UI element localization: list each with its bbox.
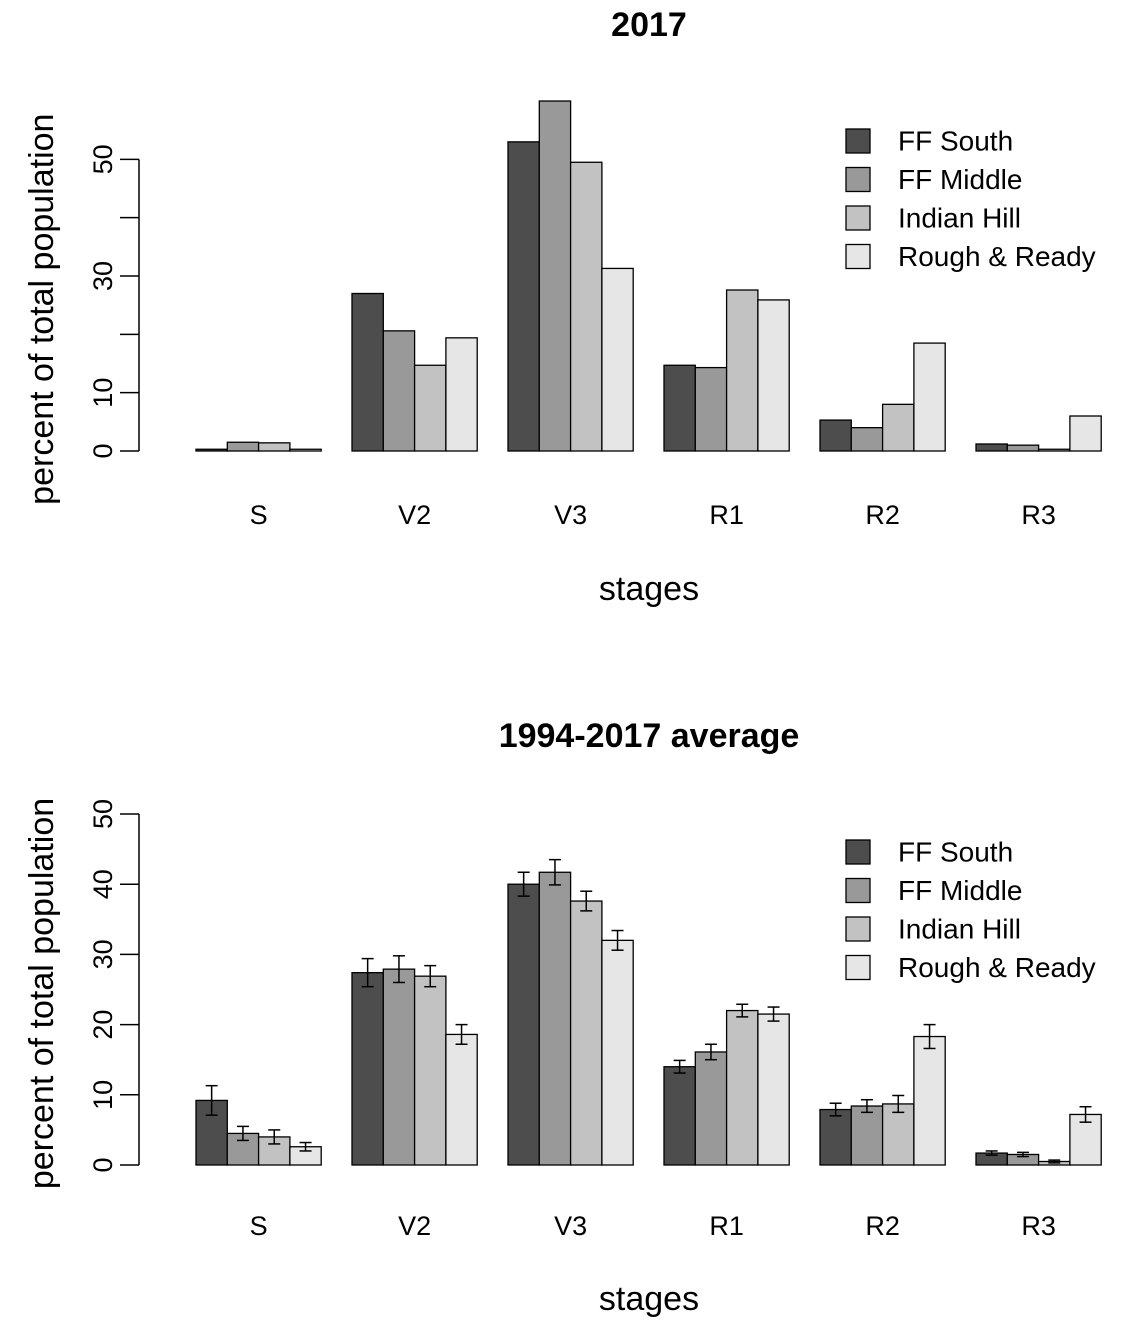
x-category-label: R1 <box>709 1211 744 1241</box>
x-axis-label: stages <box>599 1280 699 1318</box>
bar-v2-ff-middle <box>382 968 416 1166</box>
bar-s-indian-hill <box>257 442 291 452</box>
bar-v2-indian-hill <box>413 364 447 452</box>
legend-swatch <box>845 954 871 981</box>
bar-r2-ff-south <box>819 419 852 452</box>
bar-v2-rough-ready <box>445 337 478 452</box>
y-tick-label: 40 <box>88 869 118 899</box>
legend-label: FF Middle <box>898 164 1022 195</box>
bar-s-ff-south <box>195 1099 228 1166</box>
x-category-label: S <box>250 1211 268 1241</box>
y-tick-label: 30 <box>88 261 118 291</box>
bar-r2-ff-middle <box>850 1105 884 1166</box>
bar-v3-rough-ready <box>601 939 634 1166</box>
y-tick-label: 50 <box>88 144 118 174</box>
bar-v3-ff-south <box>507 141 540 452</box>
y-tick-label: 10 <box>88 1080 118 1110</box>
legend-label: FF South <box>898 837 1013 868</box>
bar-v3-ff-middle <box>538 871 572 1166</box>
x-category-label: S <box>250 500 268 530</box>
x-category-label: V2 <box>398 500 431 530</box>
legend-label: Indian Hill <box>898 914 1021 945</box>
bar-r2-rough-ready <box>913 342 946 452</box>
legend-swatch <box>845 166 871 193</box>
x-category-label: R3 <box>1021 1211 1056 1241</box>
y-tick-label: 30 <box>88 939 118 969</box>
chart-title: 2017 <box>611 6 687 44</box>
y-tick-label: 10 <box>88 378 118 408</box>
bar-r2-rough-ready <box>913 1035 946 1166</box>
bar-s-ff-south <box>195 448 228 452</box>
bar-v3-indian-hill <box>569 900 603 1166</box>
legend-label: Rough & Ready <box>898 952 1096 983</box>
legend-swatch <box>845 916 871 942</box>
bar-v3-indian-hill <box>569 161 603 452</box>
panel-2017: 2017 0 10 30 50 percent of total population S V… <box>23 6 1102 608</box>
panel-1994-2017-average: 1994-2017 average 0 10 20 30 40 50 percent of t… <box>23 717 1102 1318</box>
bar-r1-rough-ready <box>757 1013 790 1166</box>
y-axis-label: percent of total population <box>23 798 61 1189</box>
y-tick-label: 0 <box>88 443 118 458</box>
legend-swatch <box>845 877 871 904</box>
bar-r3-ff-middle <box>1006 444 1040 452</box>
y-tick-label: 20 <box>88 1010 118 1040</box>
x-category-label: R2 <box>865 1211 900 1241</box>
legend-label: Rough & Ready <box>898 241 1096 272</box>
x-category-label: V2 <box>398 1211 431 1241</box>
legend-swatch <box>845 839 871 865</box>
bar-r1-ff-south <box>663 364 696 452</box>
legend-label: FF Middle <box>898 875 1022 906</box>
x-axis-label: stages <box>599 570 699 608</box>
x-category-label: R2 <box>865 500 900 530</box>
x-category-label: R1 <box>709 500 744 530</box>
legend-swatch <box>845 128 871 154</box>
bar-r3-ff-south <box>975 443 1008 452</box>
bar-v2-indian-hill <box>413 975 447 1166</box>
y-axis-label: percent of total population <box>23 114 61 505</box>
bar-r1-ff-middle <box>694 1051 728 1166</box>
bar-v3-ff-south <box>507 883 540 1166</box>
legend-swatch <box>845 243 871 270</box>
x-category-label: V3 <box>554 500 587 530</box>
bar-r1-indian-hill <box>725 1009 759 1166</box>
bar-s-ff-middle <box>226 441 260 452</box>
bar-v2-ff-middle <box>382 330 416 452</box>
bar-r2-indian-hill <box>881 403 915 452</box>
x-category-label: R3 <box>1021 500 1056 530</box>
bar-r1-indian-hill <box>725 289 759 452</box>
legend-label: Indian Hill <box>898 203 1021 234</box>
bar-v2-ff-south <box>351 972 384 1166</box>
x-category-label: V3 <box>554 1211 587 1241</box>
bar-r1-ff-middle <box>694 366 728 452</box>
y-tick-label: 50 <box>88 799 118 829</box>
bar-v2-rough-ready <box>445 1033 478 1166</box>
bar-v3-rough-ready <box>601 267 634 452</box>
legend-swatch <box>845 205 871 231</box>
bar-r2-ff-south <box>819 1108 852 1166</box>
bar-r2-ff-middle <box>850 427 884 452</box>
bar-r1-rough-ready <box>757 299 790 452</box>
legend-label: FF South <box>898 126 1013 157</box>
bar-v3-ff-middle <box>538 100 572 452</box>
y-tick-label: 0 <box>88 1157 118 1172</box>
bar-r3-rough-ready <box>1069 415 1102 452</box>
bar-s-rough-ready <box>289 448 322 452</box>
bar-v2-ff-south <box>351 292 384 452</box>
bar-r3-indian-hill <box>1037 448 1071 452</box>
bar-r1-ff-south <box>663 1066 696 1166</box>
chart-title: 1994-2017 average <box>499 717 800 755</box>
